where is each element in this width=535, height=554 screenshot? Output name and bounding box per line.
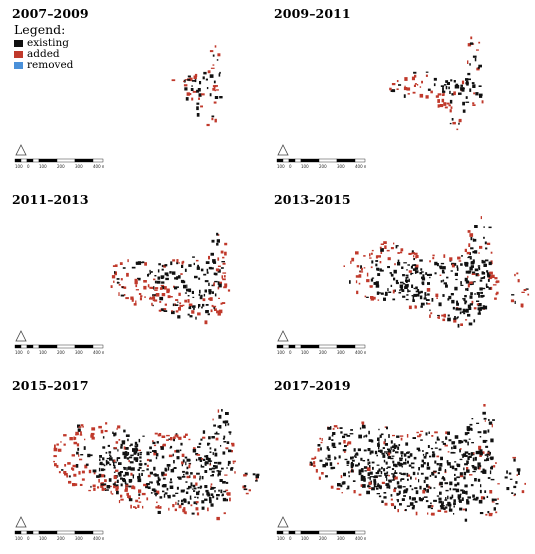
scale-label: 100	[277, 350, 285, 355]
scale-label: 300	[75, 350, 83, 355]
map-panel: 2017–2019 100 0 100 200 300 400 m	[268, 376, 530, 554]
scale-bar: 100 0 100 200 300 400 m	[14, 158, 104, 169]
north-arrow-icon	[277, 516, 289, 528]
scale-label: 100	[15, 536, 23, 541]
map-panel: 2013–2015 100 0 100 200 300 400 m	[268, 190, 530, 368]
panel-title: 2017–2019	[274, 378, 351, 393]
scale-label: 100	[15, 350, 23, 355]
legend-swatch-added	[14, 51, 23, 58]
scale-label: 100	[39, 350, 47, 355]
scale-label: 400 m	[355, 536, 366, 541]
map-panel: 2007–2009 100 0 100 200 300 400 m	[6, 4, 268, 182]
legend-item-removed: removed	[14, 60, 73, 71]
scale-bar: 100 0 100 200 300 400 m	[14, 344, 104, 355]
scale-bar: 100 0 100 200 300 400 m	[14, 530, 104, 541]
scale-label: 400 m	[93, 164, 104, 169]
scale-label: 400 m	[355, 164, 366, 169]
legend: Legend: existing added removed	[14, 22, 73, 71]
building-map	[53, 409, 260, 521]
scale-label: 0	[27, 350, 30, 355]
building-map	[309, 404, 526, 522]
scale-label: 0	[289, 536, 292, 541]
scale-label: 300	[337, 350, 345, 355]
scale-bar: 100 0 100 200 300 400 m	[276, 344, 366, 355]
panel-title: 2013–2015	[274, 192, 351, 207]
scale-label: 100	[301, 350, 309, 355]
scale-label: 100	[277, 164, 285, 169]
scale-label: 200	[319, 536, 327, 541]
scale-label: 300	[337, 164, 345, 169]
scale-label: 200	[319, 350, 327, 355]
north-arrow-icon	[15, 330, 27, 342]
scale-label: 200	[57, 350, 65, 355]
map-panel: 2011–2013 100 0 100 200 300 400 m	[6, 190, 268, 368]
legend-label-removed: removed	[27, 59, 74, 71]
scale-bar: 100 0 100 200 300 400 m	[276, 158, 366, 169]
panel-title: 2011–2013	[12, 192, 89, 207]
scale-label: 0	[289, 164, 292, 169]
legend-title: Legend:	[14, 22, 66, 37]
scale-label: 300	[337, 536, 345, 541]
building-map	[110, 232, 231, 325]
legend-item-existing: existing	[14, 38, 73, 49]
scale-label: 0	[27, 536, 30, 541]
scale-label: 0	[289, 350, 292, 355]
map-panel: 2009–2011 100 0 100 200 300 400 m	[268, 4, 530, 182]
building-map	[343, 216, 530, 328]
scale-label: 100	[15, 164, 23, 169]
scale-label: 400 m	[93, 536, 104, 541]
map-panel: 2015–2017 100 0 100 200 300 400 m	[6, 376, 268, 554]
scale-label: 400 m	[355, 350, 366, 355]
building-map	[171, 45, 223, 127]
scale-label: 200	[319, 164, 327, 169]
scale-label: 100	[301, 164, 309, 169]
scale-label: 200	[57, 164, 65, 169]
scale-label: 100	[39, 536, 47, 541]
scale-label: 100	[39, 164, 47, 169]
scale-label: 0	[27, 164, 30, 169]
scale-bar: 100 0 100 200 300 400 m	[276, 530, 366, 541]
north-arrow-icon	[15, 516, 27, 528]
scale-label: 100	[277, 536, 285, 541]
north-arrow-icon	[277, 330, 289, 342]
panel-title: 2009–2011	[274, 6, 351, 21]
scale-label: 300	[75, 536, 83, 541]
panel-title: 2015–2017	[12, 378, 89, 393]
legend-swatch-existing	[14, 40, 23, 47]
scale-label: 400 m	[93, 350, 104, 355]
legend-item-added: added	[14, 49, 73, 60]
north-arrow-icon	[277, 144, 289, 156]
building-map	[389, 36, 484, 131]
scale-label: 300	[75, 164, 83, 169]
scale-label: 100	[301, 536, 309, 541]
legend-label-existing: existing	[27, 37, 69, 49]
scale-label: 200	[57, 536, 65, 541]
panel-title: 2007–2009	[12, 6, 89, 21]
legend-label-added: added	[27, 48, 60, 60]
legend-swatch-removed	[14, 62, 23, 69]
north-arrow-icon	[15, 144, 27, 156]
